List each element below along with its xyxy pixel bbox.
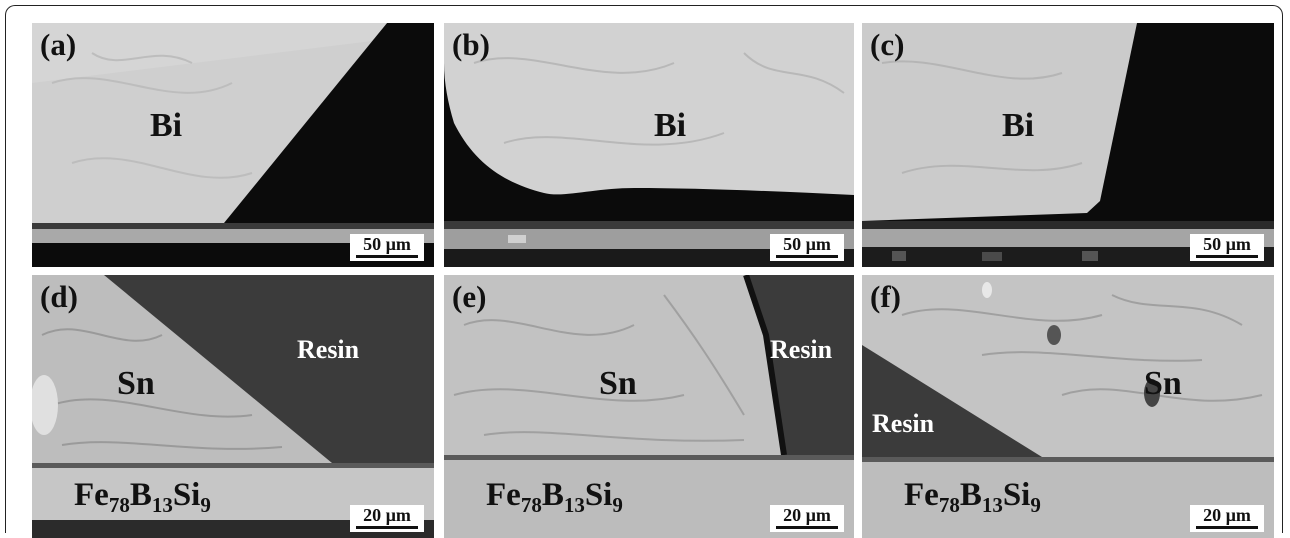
scale-bar: 20 µm [350, 505, 424, 532]
sem-image-f [862, 275, 1274, 538]
panel-label: (e) [452, 279, 487, 314]
scale-bar-line [776, 255, 838, 258]
scale-bar-line [776, 526, 838, 529]
material-label: Sn [1144, 365, 1182, 402]
sem-image-a [32, 23, 434, 267]
material-label: Bi [1002, 107, 1035, 144]
resin-label: Resin [770, 335, 833, 364]
scale-bar-text: 20 µm [783, 505, 831, 525]
panel-b: (b) Bi 50 µm [444, 23, 854, 267]
scale-bar-line [1196, 526, 1258, 529]
scale-bar: 50 µm [770, 234, 844, 261]
scale-bar-text: 20 µm [363, 505, 411, 525]
resin-label: Resin [297, 335, 360, 364]
figure-frame [5, 5, 1283, 533]
resin-label: Resin [872, 409, 935, 438]
material-label: Bi [150, 107, 183, 144]
formula-element: B [541, 477, 564, 513]
scale-bar: 50 µm [350, 234, 424, 261]
formula-subscript: 78 [520, 493, 542, 517]
scale-bar-text: 20 µm [1203, 505, 1251, 525]
panel-c: (c) Bi 50 µm [862, 23, 1274, 267]
scale-bar-text: 50 µm [1203, 234, 1251, 254]
material-label: Sn [599, 365, 637, 402]
panel-label: (c) [870, 27, 905, 62]
formula-subscript: 13 [563, 493, 585, 517]
scale-bar: 50 µm [1190, 234, 1264, 261]
formula-subscript: 78 [938, 493, 960, 517]
formula-element: Si [1002, 477, 1031, 513]
substrate-formula: Fe78B13Si9 [904, 477, 1041, 518]
sem-image-e [444, 275, 854, 538]
scale-bar: 20 µm [770, 505, 844, 532]
formula-element: Fe [74, 477, 109, 513]
material-label: Bi [654, 107, 687, 144]
scale-bar-line [356, 526, 418, 529]
panel-a: (a) Bi 50 µm [32, 23, 434, 267]
panel-f: (f) Sn Resin Fe78B13Si9 20 µm [862, 275, 1274, 538]
scale-bar-line [356, 255, 418, 258]
panel-label: (b) [452, 27, 490, 62]
formula-subscript: 13 [151, 493, 173, 517]
formula-element: B [129, 477, 152, 513]
formula-subscript: 9 [1030, 493, 1041, 517]
formula-element: Fe [904, 477, 939, 513]
scale-bar-text: 50 µm [783, 234, 831, 254]
substrate-formula: Fe78B13Si9 [74, 477, 211, 518]
scale-bar: 20 µm [1190, 505, 1264, 532]
panel-d: (d) Sn Resin Fe78B13Si9 20 µm [32, 275, 434, 538]
panel-label: (a) [40, 27, 77, 62]
formula-subscript: 9 [200, 493, 211, 517]
formula-element: Fe [486, 477, 521, 513]
panel-label: (d) [40, 279, 78, 314]
panel-label: (f) [870, 279, 901, 314]
scale-bar-text: 50 µm [363, 234, 411, 254]
formula-subscript: 13 [981, 493, 1003, 517]
formula-subscript: 78 [108, 493, 130, 517]
material-label: Sn [117, 365, 155, 402]
substrate-formula: Fe78B13Si9 [486, 477, 623, 518]
sem-image-c [862, 23, 1274, 267]
formula-subscript: 9 [612, 493, 623, 517]
sem-image-b [444, 23, 854, 267]
formula-element: Si [172, 477, 201, 513]
panel-e: (e) Sn Resin Fe78B13Si9 20 µm [444, 275, 854, 538]
scale-bar-line [1196, 255, 1258, 258]
formula-element: Si [584, 477, 613, 513]
formula-element: B [959, 477, 982, 513]
